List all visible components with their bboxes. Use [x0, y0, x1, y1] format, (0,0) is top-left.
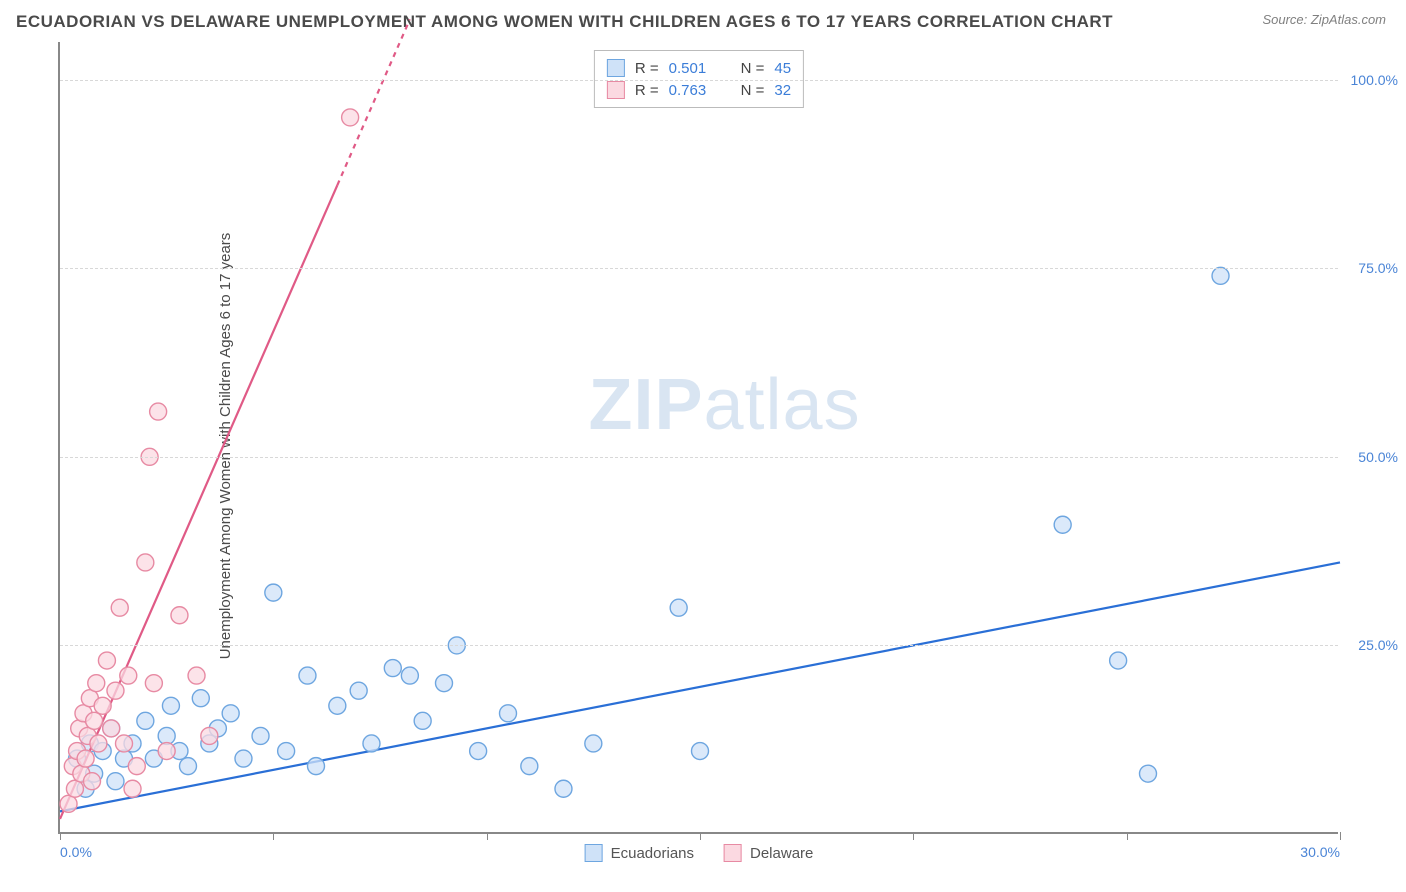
x-tick — [487, 832, 488, 840]
r-label: R = — [635, 82, 659, 99]
data-point — [585, 735, 602, 752]
data-point — [692, 743, 709, 760]
data-point — [401, 667, 418, 684]
legend-swatch — [585, 844, 603, 862]
data-point — [500, 705, 517, 722]
legend-stat-row: R = 0.763 N = 32 — [607, 79, 791, 101]
x-tick — [60, 832, 61, 840]
data-point — [124, 780, 141, 797]
data-point — [329, 697, 346, 714]
data-point — [1212, 267, 1229, 284]
data-point — [192, 690, 209, 707]
gridline — [60, 268, 1338, 269]
data-point — [222, 705, 239, 722]
data-point — [1054, 516, 1071, 533]
legend-series-item: Delaware — [724, 844, 813, 862]
data-point — [470, 743, 487, 760]
gridline — [60, 457, 1338, 458]
x-tick — [273, 832, 274, 840]
data-point — [94, 697, 111, 714]
data-point — [342, 109, 359, 126]
data-point — [555, 780, 572, 797]
y-tick-label: 25.0% — [1358, 637, 1398, 653]
gridline — [60, 645, 1338, 646]
chart-title: ECUADORIAN VS DELAWARE UNEMPLOYMENT AMON… — [16, 12, 1113, 32]
data-point — [90, 735, 107, 752]
data-point — [137, 554, 154, 571]
data-point — [308, 758, 325, 775]
data-point — [1140, 765, 1157, 782]
x-tick — [1127, 832, 1128, 840]
legend-series-label: Ecuadorians — [611, 845, 694, 862]
data-point — [88, 675, 105, 692]
data-point — [252, 727, 269, 744]
data-point — [111, 599, 128, 616]
data-point — [145, 675, 162, 692]
data-point — [436, 675, 453, 692]
r-value: 0.763 — [669, 82, 721, 99]
data-point — [158, 743, 175, 760]
data-point — [103, 720, 120, 737]
x-tick-label: 0.0% — [60, 844, 92, 860]
data-point — [107, 773, 124, 790]
data-point — [84, 773, 101, 790]
legend-stat-row: R = 0.501 N = 45 — [607, 57, 791, 79]
trend-line-dashed — [337, 19, 410, 185]
legend-series-label: Delaware — [750, 845, 813, 862]
data-point — [363, 735, 380, 752]
legend-swatch — [724, 844, 742, 862]
data-point — [201, 727, 218, 744]
source-label: Source: ZipAtlas.com — [1262, 12, 1386, 27]
legend-series: Ecuadorians Delaware — [585, 844, 814, 862]
n-value: 45 — [774, 60, 791, 77]
x-tick — [913, 832, 914, 840]
data-point — [350, 682, 367, 699]
data-point — [86, 712, 103, 729]
data-point — [162, 697, 179, 714]
data-point — [521, 758, 538, 775]
data-point — [1110, 652, 1127, 669]
scatter-svg — [60, 42, 1338, 832]
data-point — [299, 667, 316, 684]
data-point — [670, 599, 687, 616]
x-tick — [1340, 832, 1341, 840]
data-point — [77, 750, 94, 767]
x-tick-label: 30.0% — [1300, 844, 1340, 860]
data-point — [235, 750, 252, 767]
data-point — [120, 667, 137, 684]
data-point — [265, 584, 282, 601]
y-tick-label: 75.0% — [1358, 260, 1398, 276]
data-point — [278, 743, 295, 760]
gridline — [60, 80, 1338, 81]
data-point — [98, 652, 115, 669]
y-tick-label: 100.0% — [1351, 72, 1398, 88]
data-point — [384, 660, 401, 677]
data-point — [171, 607, 188, 624]
data-point — [414, 712, 431, 729]
legend-swatch — [607, 81, 625, 99]
data-point — [150, 403, 167, 420]
data-point — [180, 758, 197, 775]
data-point — [137, 712, 154, 729]
data-point — [107, 682, 124, 699]
n-label: N = — [741, 82, 765, 99]
n-value: 32 — [774, 82, 791, 99]
data-point — [188, 667, 205, 684]
x-tick — [700, 832, 701, 840]
r-value: 0.501 — [669, 60, 721, 77]
plot-area: ZIPatlas R =0.501N =45R =0.763N =32 Ecua… — [58, 42, 1338, 834]
legend-swatch — [607, 59, 625, 77]
n-label: N = — [741, 60, 765, 77]
data-point — [128, 758, 145, 775]
data-point — [116, 735, 133, 752]
y-tick-label: 50.0% — [1358, 449, 1398, 465]
r-label: R = — [635, 60, 659, 77]
legend-series-item: Ecuadorians — [585, 844, 694, 862]
